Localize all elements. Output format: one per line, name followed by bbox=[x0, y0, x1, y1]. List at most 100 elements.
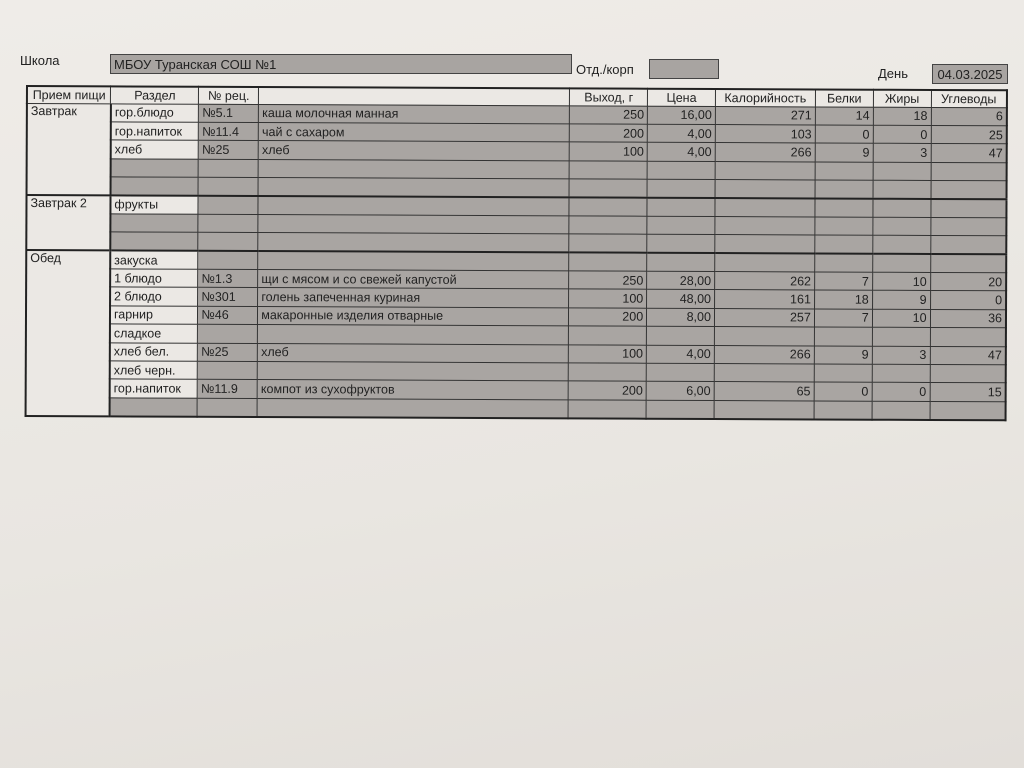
cell-price[interactable] bbox=[647, 160, 716, 180]
cell-calories[interactable] bbox=[714, 234, 815, 254]
cell-fat[interactable] bbox=[872, 198, 931, 218]
cell-carbs[interactable]: 15 bbox=[929, 382, 1006, 402]
cell-recipe[interactable]: №1.3 bbox=[197, 269, 258, 288]
cell-calories[interactable] bbox=[714, 216, 815, 236]
cell-recipe[interactable] bbox=[197, 324, 258, 344]
cell-dish[interactable] bbox=[258, 195, 570, 216]
cell-recipe[interactable] bbox=[197, 361, 258, 380]
cell-dish[interactable]: макаронные изделия отварные bbox=[257, 306, 569, 327]
cell-fat[interactable]: 3 bbox=[871, 345, 930, 365]
cell-dish[interactable] bbox=[258, 159, 570, 179]
cell-carbs[interactable] bbox=[929, 401, 1006, 420]
cell-fat[interactable]: 18 bbox=[873, 106, 931, 126]
day-field[interactable]: 04.03.2025 bbox=[932, 64, 1008, 84]
cell-section[interactable]: гор.напиток bbox=[110, 121, 199, 141]
cell-recipe[interactable]: №5.1 bbox=[198, 103, 259, 123]
cell-carbs[interactable]: 36 bbox=[930, 309, 1007, 328]
cell-calories[interactable] bbox=[714, 363, 815, 383]
cell-calories[interactable]: 103 bbox=[715, 124, 816, 144]
cell-recipe[interactable] bbox=[198, 250, 259, 270]
cell-protein[interactable]: 9 bbox=[815, 143, 873, 162]
cell-protein[interactable] bbox=[814, 198, 873, 218]
cell-carbs[interactable] bbox=[930, 217, 1007, 237]
cell-calories[interactable]: 271 bbox=[715, 106, 816, 125]
cell-fat[interactable] bbox=[872, 161, 931, 181]
cell-dish[interactable] bbox=[257, 361, 569, 382]
cell-protein[interactable] bbox=[814, 253, 873, 273]
cell-yield[interactable]: 100 bbox=[569, 142, 648, 161]
cell-dish[interactable]: хлеб bbox=[257, 343, 569, 363]
cell-protein[interactable]: 18 bbox=[814, 290, 873, 309]
cell-protein[interactable] bbox=[814, 235, 873, 254]
cell-yield[interactable]: 200 bbox=[568, 307, 647, 327]
cell-recipe[interactable]: №11.4 bbox=[198, 122, 259, 141]
cell-price[interactable]: 4,00 bbox=[647, 142, 716, 162]
cell-section[interactable]: гор.напиток bbox=[109, 379, 198, 399]
cell-dish[interactable]: хлеб bbox=[258, 140, 570, 161]
cell-fat[interactable]: 10 bbox=[872, 308, 931, 328]
cell-protein[interactable] bbox=[813, 400, 872, 420]
cell-protein[interactable] bbox=[814, 327, 873, 346]
cell-yield[interactable] bbox=[569, 197, 648, 217]
cell-fat[interactable] bbox=[872, 327, 931, 347]
cell-protein[interactable] bbox=[814, 161, 873, 181]
cell-carbs[interactable] bbox=[929, 327, 1006, 347]
cell-calories[interactable]: 266 bbox=[714, 345, 815, 364]
cell-section[interactable]: 2 блюдо bbox=[110, 287, 198, 307]
cell-section[interactable] bbox=[109, 397, 198, 417]
cell-price[interactable] bbox=[646, 399, 715, 419]
cell-recipe[interactable] bbox=[198, 158, 259, 178]
cell-fat[interactable]: 9 bbox=[872, 290, 931, 310]
cell-protein[interactable] bbox=[814, 363, 872, 383]
cell-yield[interactable] bbox=[569, 178, 648, 198]
cell-recipe[interactable] bbox=[198, 177, 259, 196]
cell-protein[interactable]: 14 bbox=[815, 106, 874, 126]
cell-price[interactable] bbox=[646, 234, 715, 254]
cell-recipe[interactable]: №46 bbox=[197, 306, 258, 325]
cell-fat[interactable]: 3 bbox=[872, 143, 931, 163]
cell-carbs[interactable] bbox=[930, 198, 1007, 218]
cell-yield[interactable] bbox=[569, 252, 647, 272]
cell-fat[interactable] bbox=[872, 217, 931, 236]
cell-fat[interactable]: 0 bbox=[871, 382, 930, 402]
cell-calories[interactable]: 266 bbox=[715, 142, 816, 162]
cell-protein[interactable] bbox=[814, 216, 873, 236]
cell-dish[interactable]: голень запеченная куриная bbox=[257, 287, 569, 308]
cell-section[interactable]: гор.блюдо bbox=[110, 103, 199, 123]
cell-section[interactable]: хлеб bbox=[110, 140, 199, 159]
cell-section[interactable]: сладкое bbox=[109, 324, 198, 343]
cell-protein[interactable]: 7 bbox=[814, 308, 873, 328]
cell-price[interactable]: 48,00 bbox=[646, 289, 715, 309]
cell-price[interactable]: 16,00 bbox=[647, 105, 716, 125]
cell-yield[interactable]: 200 bbox=[568, 381, 647, 400]
cell-protein[interactable]: 0 bbox=[813, 382, 872, 401]
cell-dish[interactable] bbox=[257, 251, 570, 271]
cell-price[interactable] bbox=[646, 252, 715, 272]
cell-protein[interactable]: 7 bbox=[814, 271, 873, 291]
cell-yield[interactable] bbox=[569, 160, 648, 180]
cell-carbs[interactable]: 0 bbox=[930, 290, 1007, 310]
cell-dish[interactable] bbox=[258, 177, 570, 198]
cell-recipe[interactable]: №25 bbox=[197, 342, 258, 362]
cell-yield[interactable]: 100 bbox=[568, 289, 647, 309]
cell-protein[interactable]: 9 bbox=[814, 345, 873, 365]
cell-yield[interactable] bbox=[568, 362, 647, 382]
cell-price[interactable]: 4,00 bbox=[646, 344, 715, 364]
cell-yield[interactable]: 100 bbox=[568, 344, 647, 364]
cell-dish[interactable]: компот из сухофруктов bbox=[257, 379, 569, 400]
cell-yield[interactable]: 250 bbox=[569, 105, 648, 125]
cell-price[interactable] bbox=[647, 179, 716, 198]
cell-calories[interactable]: 257 bbox=[714, 308, 815, 328]
cell-fat[interactable] bbox=[872, 253, 931, 273]
cell-price[interactable] bbox=[647, 197, 715, 217]
cell-carbs[interactable]: 20 bbox=[930, 272, 1007, 292]
cell-recipe[interactable]: №25 bbox=[198, 140, 259, 160]
cell-section[interactable]: гарнир bbox=[109, 305, 198, 325]
cell-carbs[interactable] bbox=[930, 235, 1007, 255]
cell-section[interactable] bbox=[110, 213, 199, 233]
cell-price[interactable]: 8,00 bbox=[646, 308, 715, 327]
cell-price[interactable]: 28,00 bbox=[646, 271, 715, 290]
cell-section[interactable] bbox=[110, 158, 199, 178]
cell-protein[interactable]: 0 bbox=[815, 124, 874, 144]
cell-section[interactable] bbox=[110, 176, 199, 196]
